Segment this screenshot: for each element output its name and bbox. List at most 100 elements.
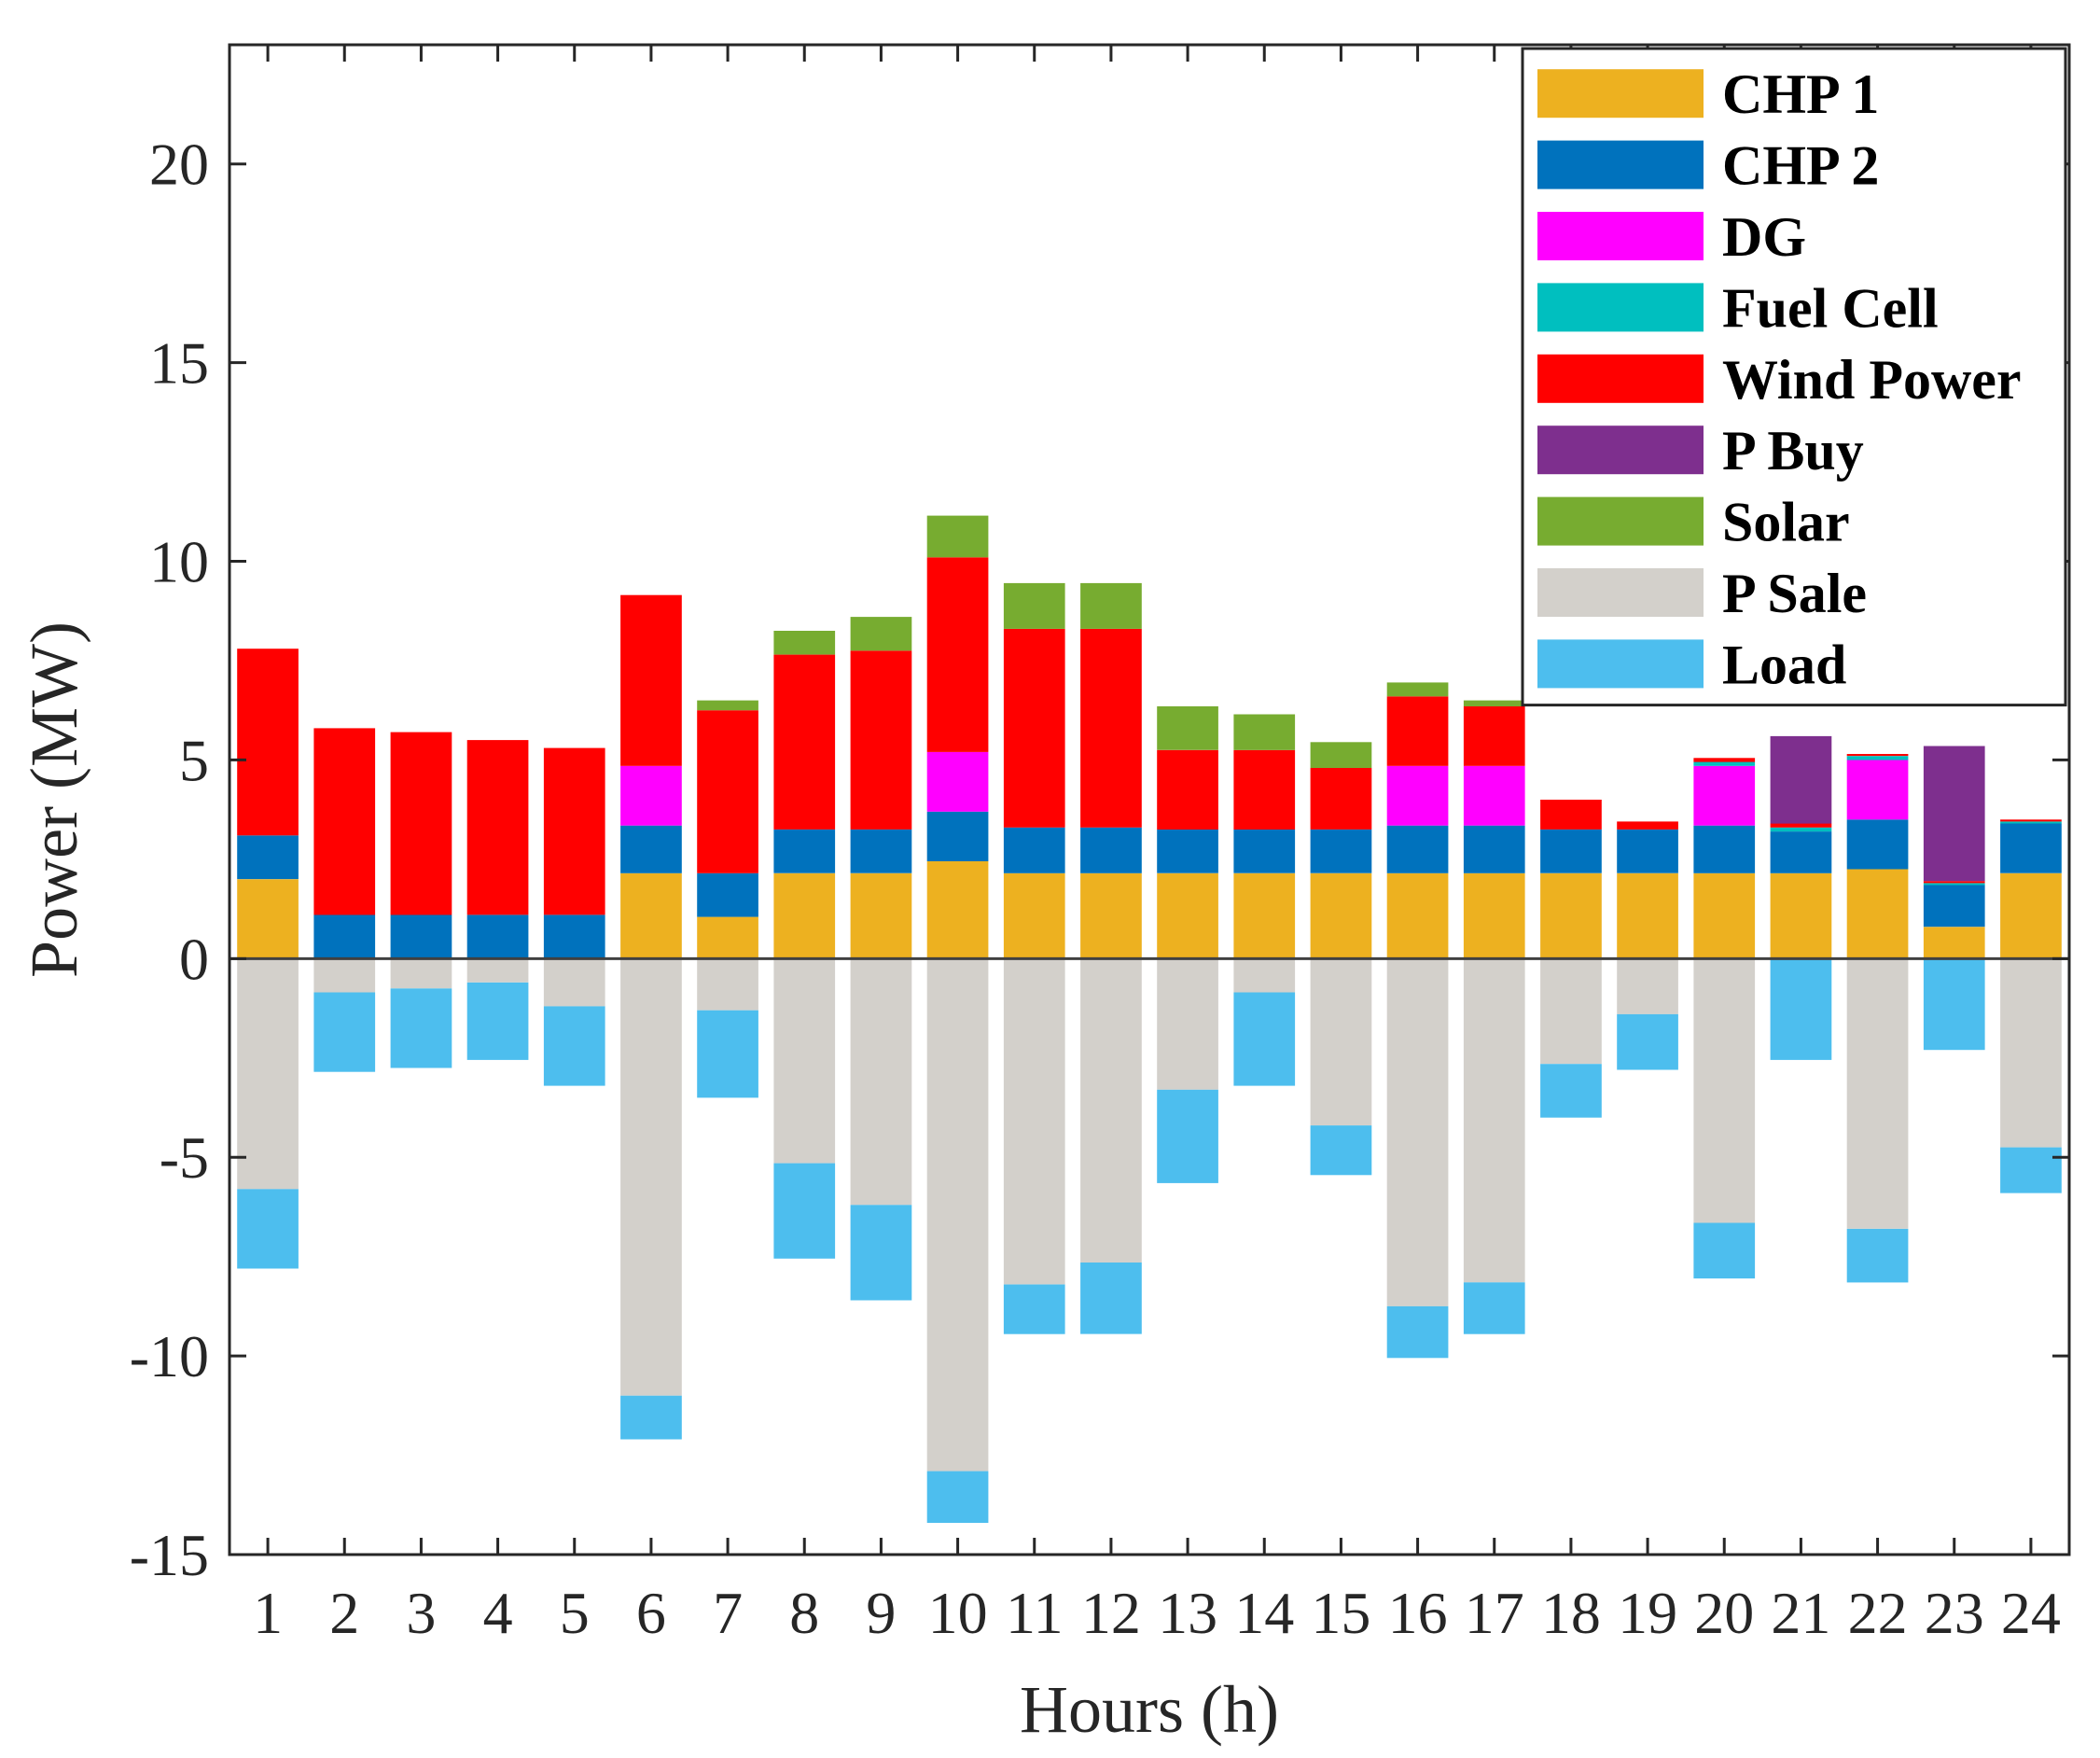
bar-chp-2-h22 [1846,819,1909,870]
bar-chp-1-h20 [1693,872,1756,959]
legend-label: CHP 2 [1722,135,1879,197]
bar-load-h10 [926,1471,989,1523]
bar-wind-power-h19 [1617,821,1678,830]
legend-label: P Buy [1722,420,1864,481]
bar-p-buy-h23 [1923,746,1985,882]
bar-p-sale-h10 [926,958,989,1472]
bar-chp-1-h16 [1386,872,1449,959]
bar-p-sale-h16 [1386,958,1449,1306]
bar-p-sale-h11 [1003,958,1065,1285]
bar-dg-h10 [926,751,989,812]
bars-layer [237,515,2062,1523]
bar-load-h4 [466,982,529,1060]
bar-chp-2-h2 [313,914,376,959]
bar-wind-power-h15 [1310,767,1372,830]
bar-wind-power-h5 [543,747,605,915]
bar-wind-power-h16 [1386,696,1449,766]
x-tick-label: 12 [1081,1580,1141,1646]
bar-p-sale-h4 [466,958,529,983]
bar-chp-2-h8 [773,829,836,873]
bar-solar-h15 [1310,742,1372,768]
y-tick-label: 0 [179,926,209,992]
y-tick-label: 10 [149,529,209,595]
y-axis-title: Power (MW) [17,621,91,978]
bar-wind-power-h4 [466,740,529,915]
bar-chp-1-h18 [1540,872,1602,959]
bar-fuel-cell-h24 [2000,821,2062,824]
bar-chp-2-h19 [1617,829,1678,873]
bar-wind-power-h14 [1233,749,1296,830]
x-tick-label: 15 [1311,1580,1370,1646]
bar-wind-power-h13 [1157,749,1218,830]
bar-solar-h13 [1157,705,1218,750]
bar-dg-h20 [1693,765,1756,826]
bar-load-h14 [1233,992,1296,1086]
legend-swatch-dg [1537,212,1704,260]
bar-wind-power-h6 [620,594,682,766]
bar-solar-h14 [1233,714,1296,750]
legend-swatch-wind-power [1537,354,1704,403]
legend-label: Fuel Cell [1722,277,1939,339]
bar-solar-h11 [1003,582,1065,629]
bar-chp-1-h19 [1617,872,1678,959]
bar-p-buy-h21 [1770,735,1832,824]
bar-load-h18 [1540,1064,1602,1118]
bar-chp-2-h24 [2000,823,2062,873]
plot-frame [228,43,2071,1556]
bar-chp-2-h12 [1080,827,1142,873]
bar-p-sale-h19 [1617,958,1678,1014]
x-tick-label: 23 [1925,1580,1984,1646]
bar-solar-h10 [926,515,989,558]
bar-p-sale-h8 [773,958,836,1164]
x-axis-title: Hours (h) [1020,1672,1279,1747]
bar-solar-h7 [697,700,758,711]
bar-chp-1-h14 [1233,872,1296,959]
legend: CHP 1 CHP 2 DG Fuel Cell Wind Power P Buy Sola… [1521,47,2067,707]
bar-load-h19 [1617,1013,1678,1070]
bar-chp-2-h10 [926,811,989,861]
x-tick-label: 8 [789,1580,819,1646]
legend-swatch-p-buy [1537,426,1704,475]
bar-chp-2-h18 [1540,829,1602,873]
bar-chp-2-h3 [390,914,452,959]
bar-chp-1-h23 [1923,927,1985,959]
x-tick-label: 3 [406,1580,436,1646]
bar-load-h22 [1846,1228,1909,1283]
legend-label: DG [1722,206,1806,268]
bar-p-sale-h6 [620,958,682,1396]
bar-load-h2 [313,992,376,1072]
bar-wind-power-h20 [1693,758,1756,762]
bar-load-h3 [390,988,452,1068]
bar-chp-1-h12 [1080,872,1142,959]
x-tick-label: 14 [1234,1580,1294,1646]
bar-p-sale-h18 [1540,958,1602,1065]
bar-chp-1-h1 [237,879,299,959]
x-tick-label: 17 [1465,1580,1524,1646]
y-tick-label: 5 [179,727,209,793]
bar-chp-2-h1 [237,835,299,880]
legend-label: Load [1722,634,1846,695]
bar-wind-power-h7 [697,710,758,873]
bar-wind-power-h8 [773,654,836,830]
bar-wind-power-h23 [1923,881,1985,884]
bar-p-sale-h1 [237,958,299,1190]
bar-load-h24 [2000,1147,2062,1193]
bar-load-h8 [773,1163,836,1259]
bar-load-h23 [1923,958,1985,1051]
bar-chp-1-h21 [1770,872,1832,959]
y-tick-label: -5 [160,1124,209,1191]
bar-chp-1-h10 [926,861,989,959]
bar-wind-power-h10 [926,557,989,752]
x-tick-label: 22 [1848,1580,1908,1646]
bar-load-h20 [1693,1222,1756,1279]
x-tick-label: 2 [329,1580,359,1646]
bar-chp-2-h14 [1233,829,1296,873]
x-tick-label: 18 [1541,1580,1601,1646]
bar-chp-2-h17 [1463,825,1525,873]
x-tick-label: 24 [2001,1580,2061,1646]
bar-p-sale-h22 [1846,958,1909,1229]
bar-p-sale-h3 [390,958,452,989]
bar-p-sale-h24 [2000,958,2062,1148]
legend-swatch-load [1537,639,1704,689]
